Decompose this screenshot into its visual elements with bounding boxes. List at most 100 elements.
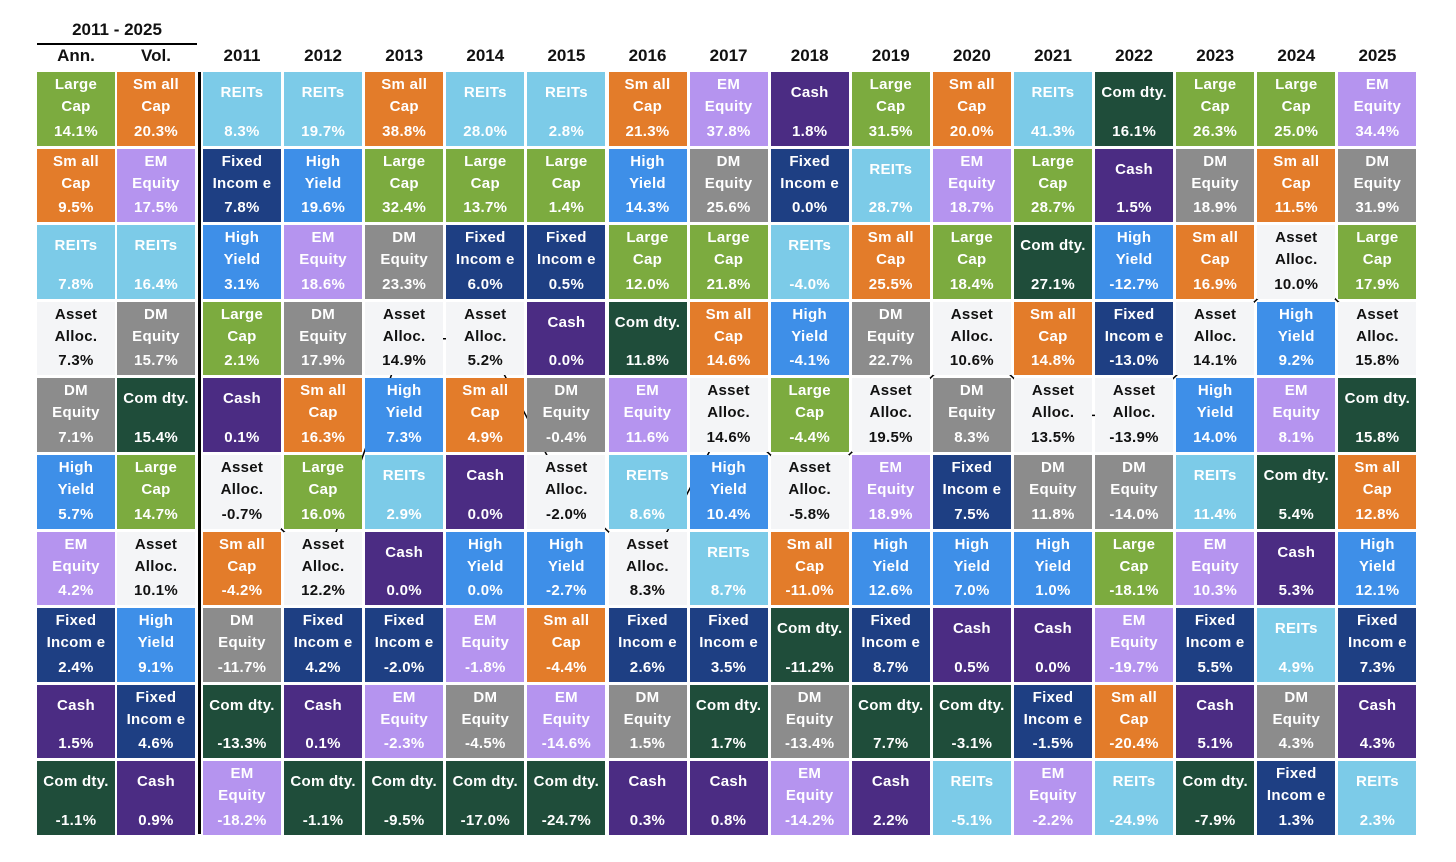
asset-class-label: Asset Alloc. — [382, 305, 426, 345]
cell-2017-sc: Sm all Cap 14.6% — [689, 301, 768, 376]
return-value: 21.3% — [625, 122, 670, 140]
cell-2022-aa: Asset Alloc. -13.9% — [1095, 378, 1174, 452]
vol-cell-fi: Fixed Incom e 4.6% — [117, 684, 195, 759]
return-value: -11.2% — [785, 658, 834, 676]
return-value: 7.1% — [58, 428, 94, 446]
asset-class-label: Cash — [547, 313, 586, 331]
year-header-2022: 2022 — [1115, 46, 1153, 65]
return-value: 4.3% — [1278, 735, 1314, 753]
asset-class-label: Com dty. — [939, 696, 1005, 714]
asset-class-label: Asset Alloc. — [54, 305, 98, 345]
asset-class-label: EM Equity — [1191, 535, 1239, 575]
asset-class-label: Sm all Cap — [786, 535, 833, 575]
return-value: 2.9% — [386, 505, 422, 523]
return-value: 9.2% — [1278, 352, 1314, 370]
asset-class-label: EM Equity — [785, 765, 834, 805]
asset-class-label: Large Cap — [54, 76, 98, 115]
cell-2020-re: REITs -5.1% — [932, 761, 1011, 835]
cell-2012-hy: High Yield 19.6% — [284, 148, 363, 223]
asset-class-label: High Yield — [57, 459, 95, 498]
asset-class-label: REITs — [220, 84, 264, 101]
return-value: 14.6% — [706, 428, 751, 446]
return-value: -20.4% — [1109, 735, 1159, 753]
return-value: 5.1% — [1197, 735, 1233, 753]
cell-2013-ca: Cash 0.0% — [365, 531, 444, 606]
asset-class-label: Large Cap — [301, 459, 345, 498]
return-value: 16.3% — [301, 428, 346, 446]
asset-class-label: Sm all Cap — [1273, 152, 1320, 192]
cell-2025-hy: High Yield 12.1% — [1338, 531, 1417, 606]
return-value: 1.5% — [629, 735, 666, 753]
return-value: 5.3% — [1278, 582, 1314, 600]
return-value: 0.1% — [305, 735, 341, 753]
asset-class-label: Cash — [385, 543, 424, 561]
return-value: 5.5% — [1197, 658, 1233, 676]
cell-2017-dm: DM Equity 25.6% — [689, 148, 768, 223]
return-value: 7.0% — [954, 582, 990, 600]
return-value: 14.8% — [1030, 352, 1076, 370]
asset-class-label: Com dty. — [1020, 237, 1086, 255]
return-value: 11.8% — [625, 352, 670, 370]
return-value: 18.9% — [1193, 199, 1238, 217]
return-value: -17.0% — [460, 811, 510, 829]
cell-2018-sc: Sm all Cap -11.0% — [770, 531, 849, 606]
cell-2023-lc: Large Cap 26.3% — [1176, 72, 1255, 146]
return-value: 2.4% — [58, 658, 94, 676]
cell-2023-re: REITs 11.4% — [1176, 455, 1255, 529]
cell-2014-ca: Cash 0.0% — [446, 455, 525, 529]
cell-2015-lc: Large Cap 1.4% — [527, 148, 606, 223]
cell-2025-ca: Cash 4.3% — [1338, 684, 1417, 759]
return-value: 1.0% — [1035, 582, 1071, 600]
return-value: 1.5% — [58, 735, 94, 753]
return-value: -2.7% — [546, 582, 587, 600]
ann-header: Ann. — [57, 46, 95, 65]
cell-2021-sc: Sm all Cap 14.8% — [1014, 301, 1092, 376]
cell-2022-lc: Large Cap -18.1% — [1095, 531, 1174, 606]
asset-class-label: Sm all Cap — [624, 76, 671, 115]
cell-2013-sc: Sm all Cap 38.8% — [365, 72, 444, 146]
asset-class-label: Fixed Incom e — [46, 612, 106, 652]
cell-2012-lc: Large Cap 16.0% — [284, 455, 363, 529]
asset-class-label: EM Equity — [704, 76, 753, 115]
asset-class-label: High Yield — [872, 535, 910, 575]
return-value: -1.1% — [302, 811, 344, 829]
asset-class-label: Com dty. — [614, 313, 681, 331]
asset-class-label: Cash — [1034, 620, 1072, 638]
year-header-2020: 2020 — [952, 46, 991, 65]
asset-class-label: Com dty. — [533, 773, 600, 791]
return-value: 0.0% — [467, 505, 503, 523]
return-value: -2.2% — [1032, 811, 1074, 829]
vol-cell-dm: DM Equity 15.7% — [117, 301, 195, 376]
return-value: 4.2% — [305, 658, 341, 676]
cell-2011-lc: Large Cap 2.1% — [203, 301, 281, 376]
vol-cell-re: REITs 16.4% — [117, 225, 195, 299]
return-value: -1.8% — [464, 658, 506, 676]
cell-2012-co: Com dty. -1.1% — [284, 761, 363, 835]
cell-2024-sc: Sm all Cap 11.5% — [1257, 148, 1336, 223]
asset-class-label: Fixed Incom e — [699, 612, 758, 652]
asset-class-label: Large Cap — [1275, 76, 1318, 115]
period-title-underline — [37, 43, 197, 45]
asset-class-label: Large Cap — [950, 229, 994, 269]
cell-2025-lc: Large Cap 17.9% — [1338, 225, 1417, 299]
asset-class-label: Fixed Incom e — [1266, 765, 1326, 805]
return-value: 12.8% — [1355, 505, 1400, 523]
return-value: -4.2% — [221, 582, 263, 600]
asset-class-label: Fixed Incom e — [374, 612, 434, 652]
cell-2021-lc: Large Cap 28.7% — [1014, 148, 1092, 223]
asset-class-label: Com dty. — [209, 696, 275, 714]
year-header-2024: 2024 — [1277, 46, 1316, 65]
asset-class-label: REITs — [707, 543, 751, 561]
asset-class-label: REITs — [301, 84, 345, 101]
cell-2013-fi: Fixed Incom e -2.0% — [365, 608, 444, 682]
cell-2019-dm: DM Equity 22.7% — [851, 301, 930, 376]
asset-class-label: Fixed Incom e — [1347, 612, 1407, 652]
asset-class-label: Cash — [304, 696, 343, 714]
cell-2024-co: Com dty. 5.4% — [1257, 455, 1336, 529]
return-value: -13.4% — [785, 735, 835, 753]
cell-2023-hy: High Yield 14.0% — [1176, 378, 1255, 452]
ann-cell-dm: DM Equity 7.1% — [37, 378, 115, 452]
return-value: 8.3% — [224, 122, 260, 140]
vol-cell-lc: Large Cap 14.7% — [117, 455, 195, 529]
asset-class-label: REITs — [134, 237, 178, 255]
